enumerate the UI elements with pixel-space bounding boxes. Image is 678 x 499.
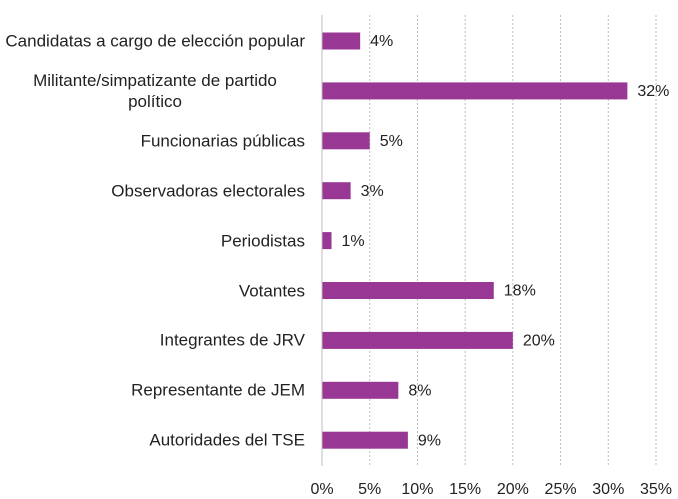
x-tick-label: 0% bbox=[310, 481, 333, 498]
x-tick-label: 10% bbox=[401, 481, 433, 498]
category-label: Periodistas bbox=[220, 231, 305, 251]
bar bbox=[322, 381, 399, 399]
category-label: Autoridades del TSE bbox=[149, 430, 305, 450]
x-tick-label: 20% bbox=[497, 481, 529, 498]
value-label: 3% bbox=[361, 183, 384, 200]
x-tick-label: 5% bbox=[358, 481, 381, 498]
bar bbox=[322, 82, 628, 100]
value-label: 8% bbox=[408, 383, 431, 400]
bar bbox=[322, 32, 361, 50]
value-label: 18% bbox=[504, 283, 536, 300]
bar bbox=[322, 331, 513, 349]
bar bbox=[322, 282, 494, 299]
category-label: Observadoras electorales bbox=[111, 181, 305, 201]
bar bbox=[322, 431, 408, 449]
x-tick-label: 15% bbox=[449, 481, 481, 498]
category-label: Votantes bbox=[238, 281, 305, 300]
bar bbox=[322, 182, 351, 200]
category-label: Integrantes de JRV bbox=[159, 330, 305, 350]
category-label: Funcionarias públicas bbox=[140, 131, 305, 151]
category-label: Representante de JEM bbox=[131, 380, 305, 400]
value-label: 4% bbox=[370, 33, 393, 50]
value-label: 20% bbox=[523, 333, 555, 350]
x-tick-label: 25% bbox=[545, 481, 577, 498]
category-label: Candidatas a cargo de elección popular bbox=[5, 31, 305, 51]
value-label: 5% bbox=[380, 133, 403, 150]
category-label: Militante/simpatizante de partido políti… bbox=[33, 70, 277, 111]
value-label: 1% bbox=[342, 233, 365, 250]
value-label: 32% bbox=[637, 83, 669, 100]
bar bbox=[322, 132, 370, 150]
bar bbox=[322, 232, 332, 250]
x-tick-label: 35% bbox=[640, 481, 672, 498]
value-label: 9% bbox=[418, 432, 441, 449]
x-tick-label: 30% bbox=[592, 481, 624, 498]
